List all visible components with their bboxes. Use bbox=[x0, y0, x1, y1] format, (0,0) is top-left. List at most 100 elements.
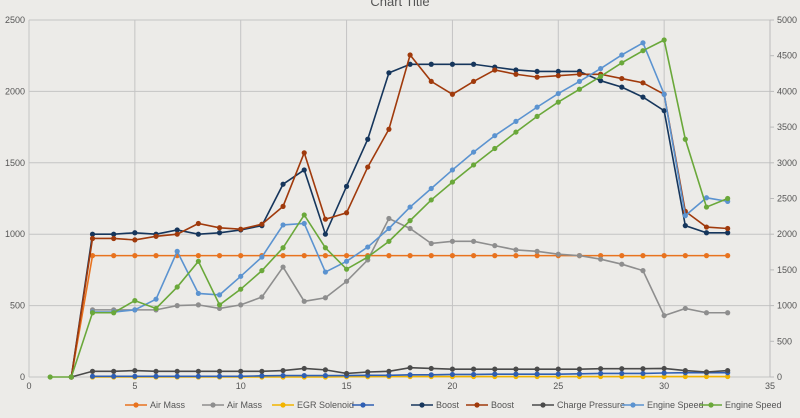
data-point bbox=[534, 74, 540, 80]
data-point bbox=[259, 373, 265, 379]
data-point bbox=[534, 248, 540, 254]
legend-label: Charge Pressure bbox=[557, 400, 625, 410]
data-point bbox=[259, 221, 265, 227]
data-point bbox=[280, 203, 286, 209]
data-point bbox=[640, 94, 646, 100]
y-tick-label: 1500 bbox=[5, 158, 25, 168]
data-point bbox=[386, 215, 392, 222]
data-point bbox=[238, 286, 244, 292]
data-point bbox=[513, 247, 519, 253]
data-point bbox=[132, 373, 138, 379]
data-point bbox=[682, 305, 688, 312]
data-point bbox=[89, 373, 96, 379]
data-point bbox=[619, 366, 625, 372]
data-point bbox=[280, 253, 286, 259]
data-point bbox=[492, 67, 498, 73]
data-point bbox=[301, 167, 307, 173]
data-point bbox=[598, 370, 604, 377]
data-point bbox=[513, 371, 519, 377]
data-point bbox=[216, 292, 223, 298]
data-point bbox=[322, 231, 328, 237]
legend-label: Engine Speed bbox=[647, 400, 704, 410]
data-point bbox=[89, 253, 96, 259]
data-point bbox=[661, 312, 667, 319]
data-point bbox=[555, 73, 561, 79]
data-point bbox=[386, 238, 392, 244]
data-point bbox=[682, 136, 688, 142]
data-point bbox=[661, 373, 667, 380]
data-point bbox=[111, 231, 117, 237]
data-point bbox=[259, 294, 265, 300]
data-point bbox=[428, 253, 434, 259]
x-tick-label: 10 bbox=[236, 381, 246, 391]
legend-label: EGR Solenoid bbox=[297, 400, 354, 410]
data-point bbox=[343, 370, 350, 377]
data-point bbox=[132, 307, 138, 313]
data-point bbox=[449, 179, 456, 185]
data-point bbox=[661, 365, 667, 372]
data-point bbox=[301, 298, 307, 304]
legend-swatch-marker bbox=[419, 402, 425, 408]
data-point bbox=[132, 367, 138, 374]
y2-tick-label: 2500 bbox=[777, 194, 797, 204]
data-point bbox=[153, 233, 159, 239]
data-point bbox=[343, 253, 350, 259]
legend-swatch-marker bbox=[360, 402, 366, 408]
data-point bbox=[322, 216, 328, 222]
data-point bbox=[386, 126, 392, 132]
data-point bbox=[513, 253, 519, 259]
data-point bbox=[111, 235, 117, 242]
data-point bbox=[513, 118, 519, 124]
data-point bbox=[449, 61, 456, 67]
data-point bbox=[216, 373, 223, 379]
data-point bbox=[725, 253, 731, 259]
y2-tick-label: 500 bbox=[777, 336, 792, 346]
data-point bbox=[238, 273, 244, 279]
data-point bbox=[471, 61, 477, 67]
data-point bbox=[407, 225, 413, 232]
data-point bbox=[195, 302, 201, 308]
series-8 bbox=[89, 40, 731, 315]
data-point bbox=[428, 61, 434, 67]
data-point bbox=[386, 225, 392, 232]
data-point bbox=[89, 235, 96, 242]
data-point bbox=[407, 61, 413, 67]
y-tick-label: 0 bbox=[20, 372, 25, 382]
data-point bbox=[449, 366, 456, 372]
legend-swatch-marker bbox=[708, 402, 714, 408]
data-point bbox=[322, 372, 328, 379]
data-point bbox=[576, 71, 583, 77]
data-point bbox=[216, 305, 223, 312]
series-2 bbox=[89, 215, 731, 319]
legend-label: Air Mass bbox=[150, 400, 186, 410]
y-tick-label: 1000 bbox=[5, 229, 25, 239]
data-point bbox=[365, 369, 371, 375]
data-point bbox=[492, 371, 498, 377]
series-line bbox=[70, 254, 728, 378]
data-point bbox=[682, 367, 688, 374]
data-point bbox=[238, 302, 244, 308]
y-tick-label: 2500 bbox=[5, 15, 25, 25]
data-point bbox=[640, 268, 646, 274]
series-5 bbox=[68, 61, 731, 380]
data-point bbox=[555, 371, 561, 377]
data-point bbox=[640, 48, 646, 54]
data-point bbox=[428, 185, 434, 192]
data-point bbox=[725, 373, 731, 380]
series-line bbox=[92, 41, 728, 313]
data-point bbox=[89, 231, 96, 237]
data-point bbox=[365, 136, 371, 142]
data-point bbox=[640, 366, 646, 372]
data-point bbox=[534, 113, 540, 119]
data-point bbox=[407, 372, 413, 378]
series-4 bbox=[89, 370, 731, 379]
data-point bbox=[492, 366, 498, 372]
y2-tick-label: 3500 bbox=[777, 122, 797, 132]
chart-title: Chart Title bbox=[370, 0, 429, 9]
data-point bbox=[216, 225, 223, 231]
data-point bbox=[386, 372, 392, 378]
data-point bbox=[238, 368, 244, 374]
data-point bbox=[322, 253, 328, 259]
y2-tick-label: 1500 bbox=[777, 265, 797, 275]
